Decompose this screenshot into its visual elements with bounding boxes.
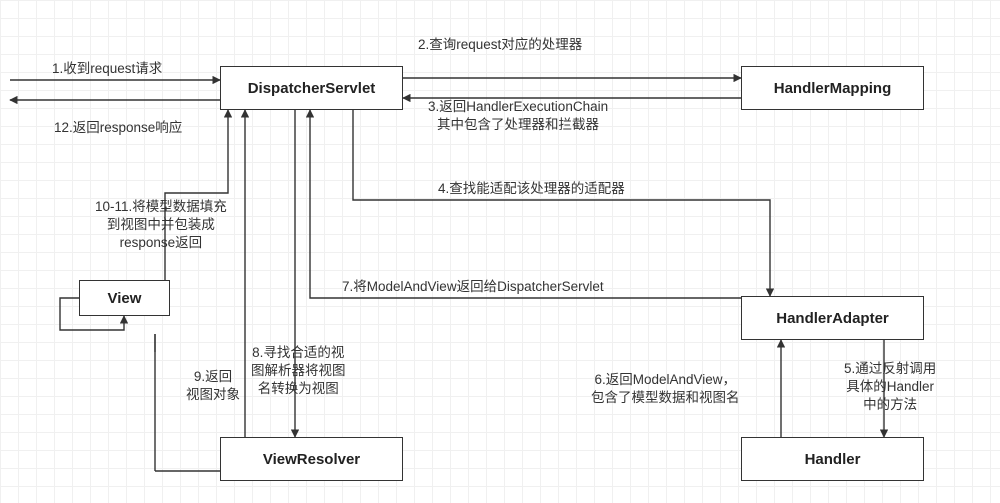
- node-label: HandlerAdapter: [776, 310, 889, 327]
- edge-label-4: 4.查找能适配该处理器的适配器: [438, 180, 625, 198]
- edge-label-8: 8.寻找合适的视图解析器将视图名转换为视图: [251, 344, 346, 399]
- edge-e4: [353, 110, 770, 296]
- node-handler-adapter: HandlerAdapter: [741, 296, 924, 340]
- node-label: View: [108, 290, 142, 307]
- edge-e7: [310, 110, 741, 298]
- edge-label-6: 6.返回ModelAndView，包含了模型数据和视图名: [591, 371, 740, 407]
- node-label: ViewResolver: [263, 451, 360, 468]
- node-label: Handler: [805, 451, 861, 468]
- node-label: DispatcherServlet: [248, 80, 376, 97]
- edge-label-7: 7.将ModelAndView返回给DispatcherServlet: [342, 278, 604, 296]
- edge-label-1: 1.收到request请求: [52, 60, 162, 78]
- edge-label-12: 12.返回response响应: [54, 119, 182, 137]
- node-view-resolver: ViewResolver: [220, 437, 403, 481]
- node-handler: Handler: [741, 437, 924, 481]
- edge-label-5: 5.通过反射调用具体的Handler中的方法: [844, 360, 936, 415]
- node-handler-mapping: HandlerMapping: [741, 66, 924, 110]
- node-label: HandlerMapping: [774, 80, 892, 97]
- node-dispatcher-servlet: DispatcherServlet: [220, 66, 403, 110]
- edge-label-10-11: 10-11.将模型数据填充到视图中并包装成response返回: [95, 198, 227, 253]
- edge-label-9: 9.返回视图对象: [186, 368, 240, 404]
- node-view: View: [79, 280, 170, 316]
- edge-label-3: 3.返回HandlerExecutionChain其中包含了处理器和拦截器: [428, 98, 608, 134]
- edge-label-2: 2.查询request对应的处理器: [418, 36, 582, 54]
